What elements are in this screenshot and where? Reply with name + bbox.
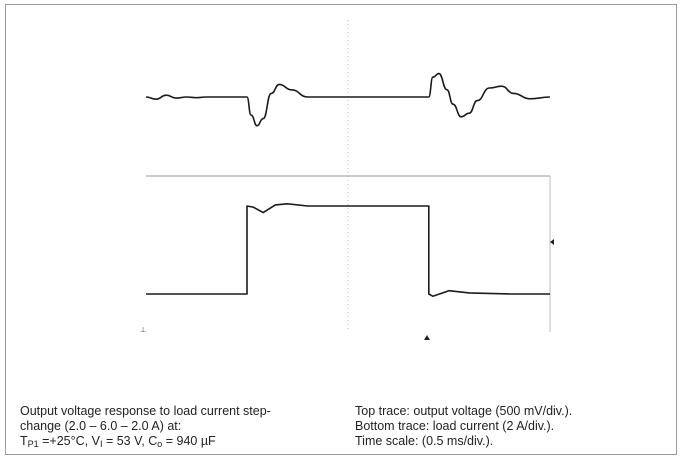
- legend-bottom-trace: Bottom trace: load current (2 A/div.).: [355, 419, 555, 433]
- caption-left-line-2: change (2.0 – 6.0 – 2.0 A) at:: [20, 419, 182, 433]
- caption-conditions: Output voltage response to load current …: [20, 404, 271, 449]
- legend-time-scale: Time scale: (0.5 ms/div.).: [355, 434, 494, 448]
- caption-left-line-3: TP1 =+25°C, VI = 53 V, Co = 940 µF: [20, 434, 216, 449]
- trigger-level-marker: [550, 239, 554, 245]
- figure-frame: [5, 4, 677, 455]
- bottom-trace-load-current: [146, 203, 550, 297]
- trigger-position-marker: [424, 335, 430, 340]
- legend-top-trace: Top trace: output voltage (500 mV/div.).: [355, 404, 573, 418]
- channel-ground-marker: ⊥: [140, 327, 146, 334]
- caption-left-line-1: Output voltage response to load current …: [20, 404, 271, 418]
- oscilloscope-plot: ⊥: [140, 20, 554, 340]
- caption-trace-legend: Top trace: output voltage (500 mV/div.).…: [355, 404, 572, 449]
- top-trace-output-voltage: [145, 72, 551, 127]
